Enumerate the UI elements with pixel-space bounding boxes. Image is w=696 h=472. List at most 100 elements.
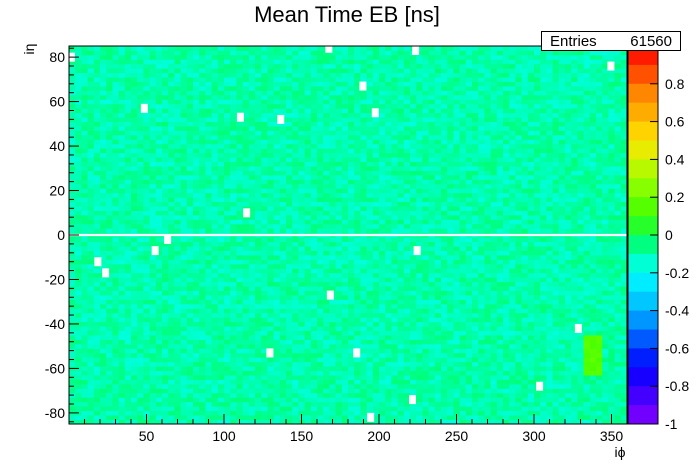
- heatmap-cell: [255, 161, 262, 167]
- heatmap-cell: [100, 286, 107, 291]
- heatmap-cell: [87, 415, 95, 420]
- heatmap-cell: [93, 134, 101, 140]
- heatmap-cell: [242, 312, 250, 318]
- heatmap-cell: [428, 303, 436, 309]
- heatmap-cell: [193, 317, 200, 323]
- heatmap-cell: [236, 210, 243, 216]
- heatmap-cell: [180, 50, 188, 56]
- heatmap-cell: [298, 383, 305, 389]
- heatmap-cell: [323, 366, 330, 372]
- heatmap-cell: [100, 103, 107, 109]
- heatmap-cell: [224, 379, 231, 385]
- heatmap-cell: [211, 81, 219, 87]
- heatmap-cell: [261, 352, 268, 358]
- heatmap-cell: [162, 206, 169, 211]
- heatmap-cell: [255, 410, 262, 416]
- heatmap-cell: [286, 183, 293, 189]
- heatmap-cell: [93, 197, 101, 203]
- heatmap-cell: [385, 188, 392, 194]
- heatmap-cell: [267, 277, 274, 283]
- heatmap-cell: [391, 183, 398, 189]
- heatmap-cell: [403, 228, 411, 234]
- heatmap-cell: [75, 192, 82, 198]
- heatmap-cell: [75, 134, 82, 140]
- heatmap-cell: [366, 335, 374, 340]
- heatmap-cell: [180, 281, 188, 287]
- heatmap-cell: [106, 317, 113, 323]
- heatmap-cell: [310, 246, 318, 251]
- heatmap-cell: [310, 219, 318, 225]
- heatmap-cell: [155, 81, 163, 87]
- heatmap-cell: [168, 357, 175, 363]
- heatmap-cell: [168, 375, 175, 380]
- heatmap-cell: [199, 54, 206, 60]
- heatmap-cell: [298, 161, 305, 167]
- heatmap-cell: [162, 290, 169, 296]
- heatmap-cell: [428, 312, 436, 318]
- heatmap-cell: [261, 170, 268, 176]
- heatmap-cell: [75, 263, 82, 269]
- heatmap-cell: [155, 401, 163, 407]
- heatmap-cell: [224, 246, 231, 251]
- heatmap-cell: [100, 130, 107, 136]
- heatmap-cell: [279, 410, 287, 416]
- heatmap-cell: [131, 255, 138, 260]
- heatmap-cell: [124, 419, 132, 425]
- heatmap-cell: [236, 268, 243, 274]
- heatmap-cell: [93, 121, 101, 127]
- heatmap-cell: [87, 68, 95, 74]
- heatmap-cell: [224, 255, 231, 260]
- heatmap-cell: [317, 121, 324, 127]
- heatmap-cell: [75, 174, 82, 180]
- heatmap-cell: [279, 192, 287, 198]
- heatmap-cell: [341, 321, 349, 327]
- heatmap-cell: [112, 192, 119, 198]
- heatmap-cell: [230, 290, 237, 296]
- heatmap-cell: [131, 179, 138, 185]
- heatmap-cell: [242, 295, 250, 300]
- heatmap-cell: [273, 161, 281, 167]
- heatmap-cell: [242, 343, 250, 349]
- heatmap-cell: [112, 379, 119, 385]
- heatmap-cell: [410, 295, 417, 300]
- heatmap-cell: [242, 272, 250, 278]
- heatmap-cell: [279, 388, 287, 394]
- heatmap-cell: [292, 415, 299, 420]
- heatmap-cell: [186, 286, 194, 291]
- heatmap-cell: [286, 295, 293, 300]
- heatmap-cell: [224, 401, 231, 407]
- heatmap-cell: [205, 281, 212, 287]
- heatmap-cell: [267, 321, 274, 327]
- heatmap-cell: [137, 46, 144, 51]
- heatmap-cell: [168, 246, 175, 251]
- heatmap-cell: [81, 299, 88, 305]
- heatmap-cell: [360, 126, 367, 131]
- heatmap-cell: [379, 192, 386, 198]
- heatmap-cell: [410, 401, 417, 407]
- heatmap-cell: [379, 352, 386, 358]
- heatmap-cell: [354, 290, 361, 296]
- heatmap-cell: [329, 130, 336, 136]
- heatmap-cell: [323, 237, 330, 243]
- heatmap-cell: [379, 134, 386, 140]
- heatmap-cell: [310, 406, 318, 412]
- heatmap-cell: [410, 312, 417, 318]
- heatmap-cell: [286, 130, 293, 136]
- heatmap-cell: [224, 223, 231, 229]
- heatmap-cell: [410, 228, 417, 234]
- heatmap-cell: [186, 317, 194, 323]
- heatmap-cell: [341, 263, 349, 269]
- heatmap-cell: [87, 170, 95, 176]
- heatmap-cell: [366, 77, 374, 82]
- heatmap-cell: [410, 237, 417, 243]
- heatmap-cell: [304, 255, 312, 260]
- heatmap-cell: [379, 361, 386, 367]
- heatmap-cell: [180, 343, 188, 349]
- heatmap-cell: [379, 206, 386, 211]
- heatmap-cell: [304, 237, 312, 243]
- heatmap-cell: [397, 63, 405, 69]
- heatmap-cell: [366, 99, 374, 105]
- heatmap-cell: [248, 241, 256, 247]
- heatmap-cell: [298, 295, 305, 300]
- heatmap-cell: [93, 246, 101, 251]
